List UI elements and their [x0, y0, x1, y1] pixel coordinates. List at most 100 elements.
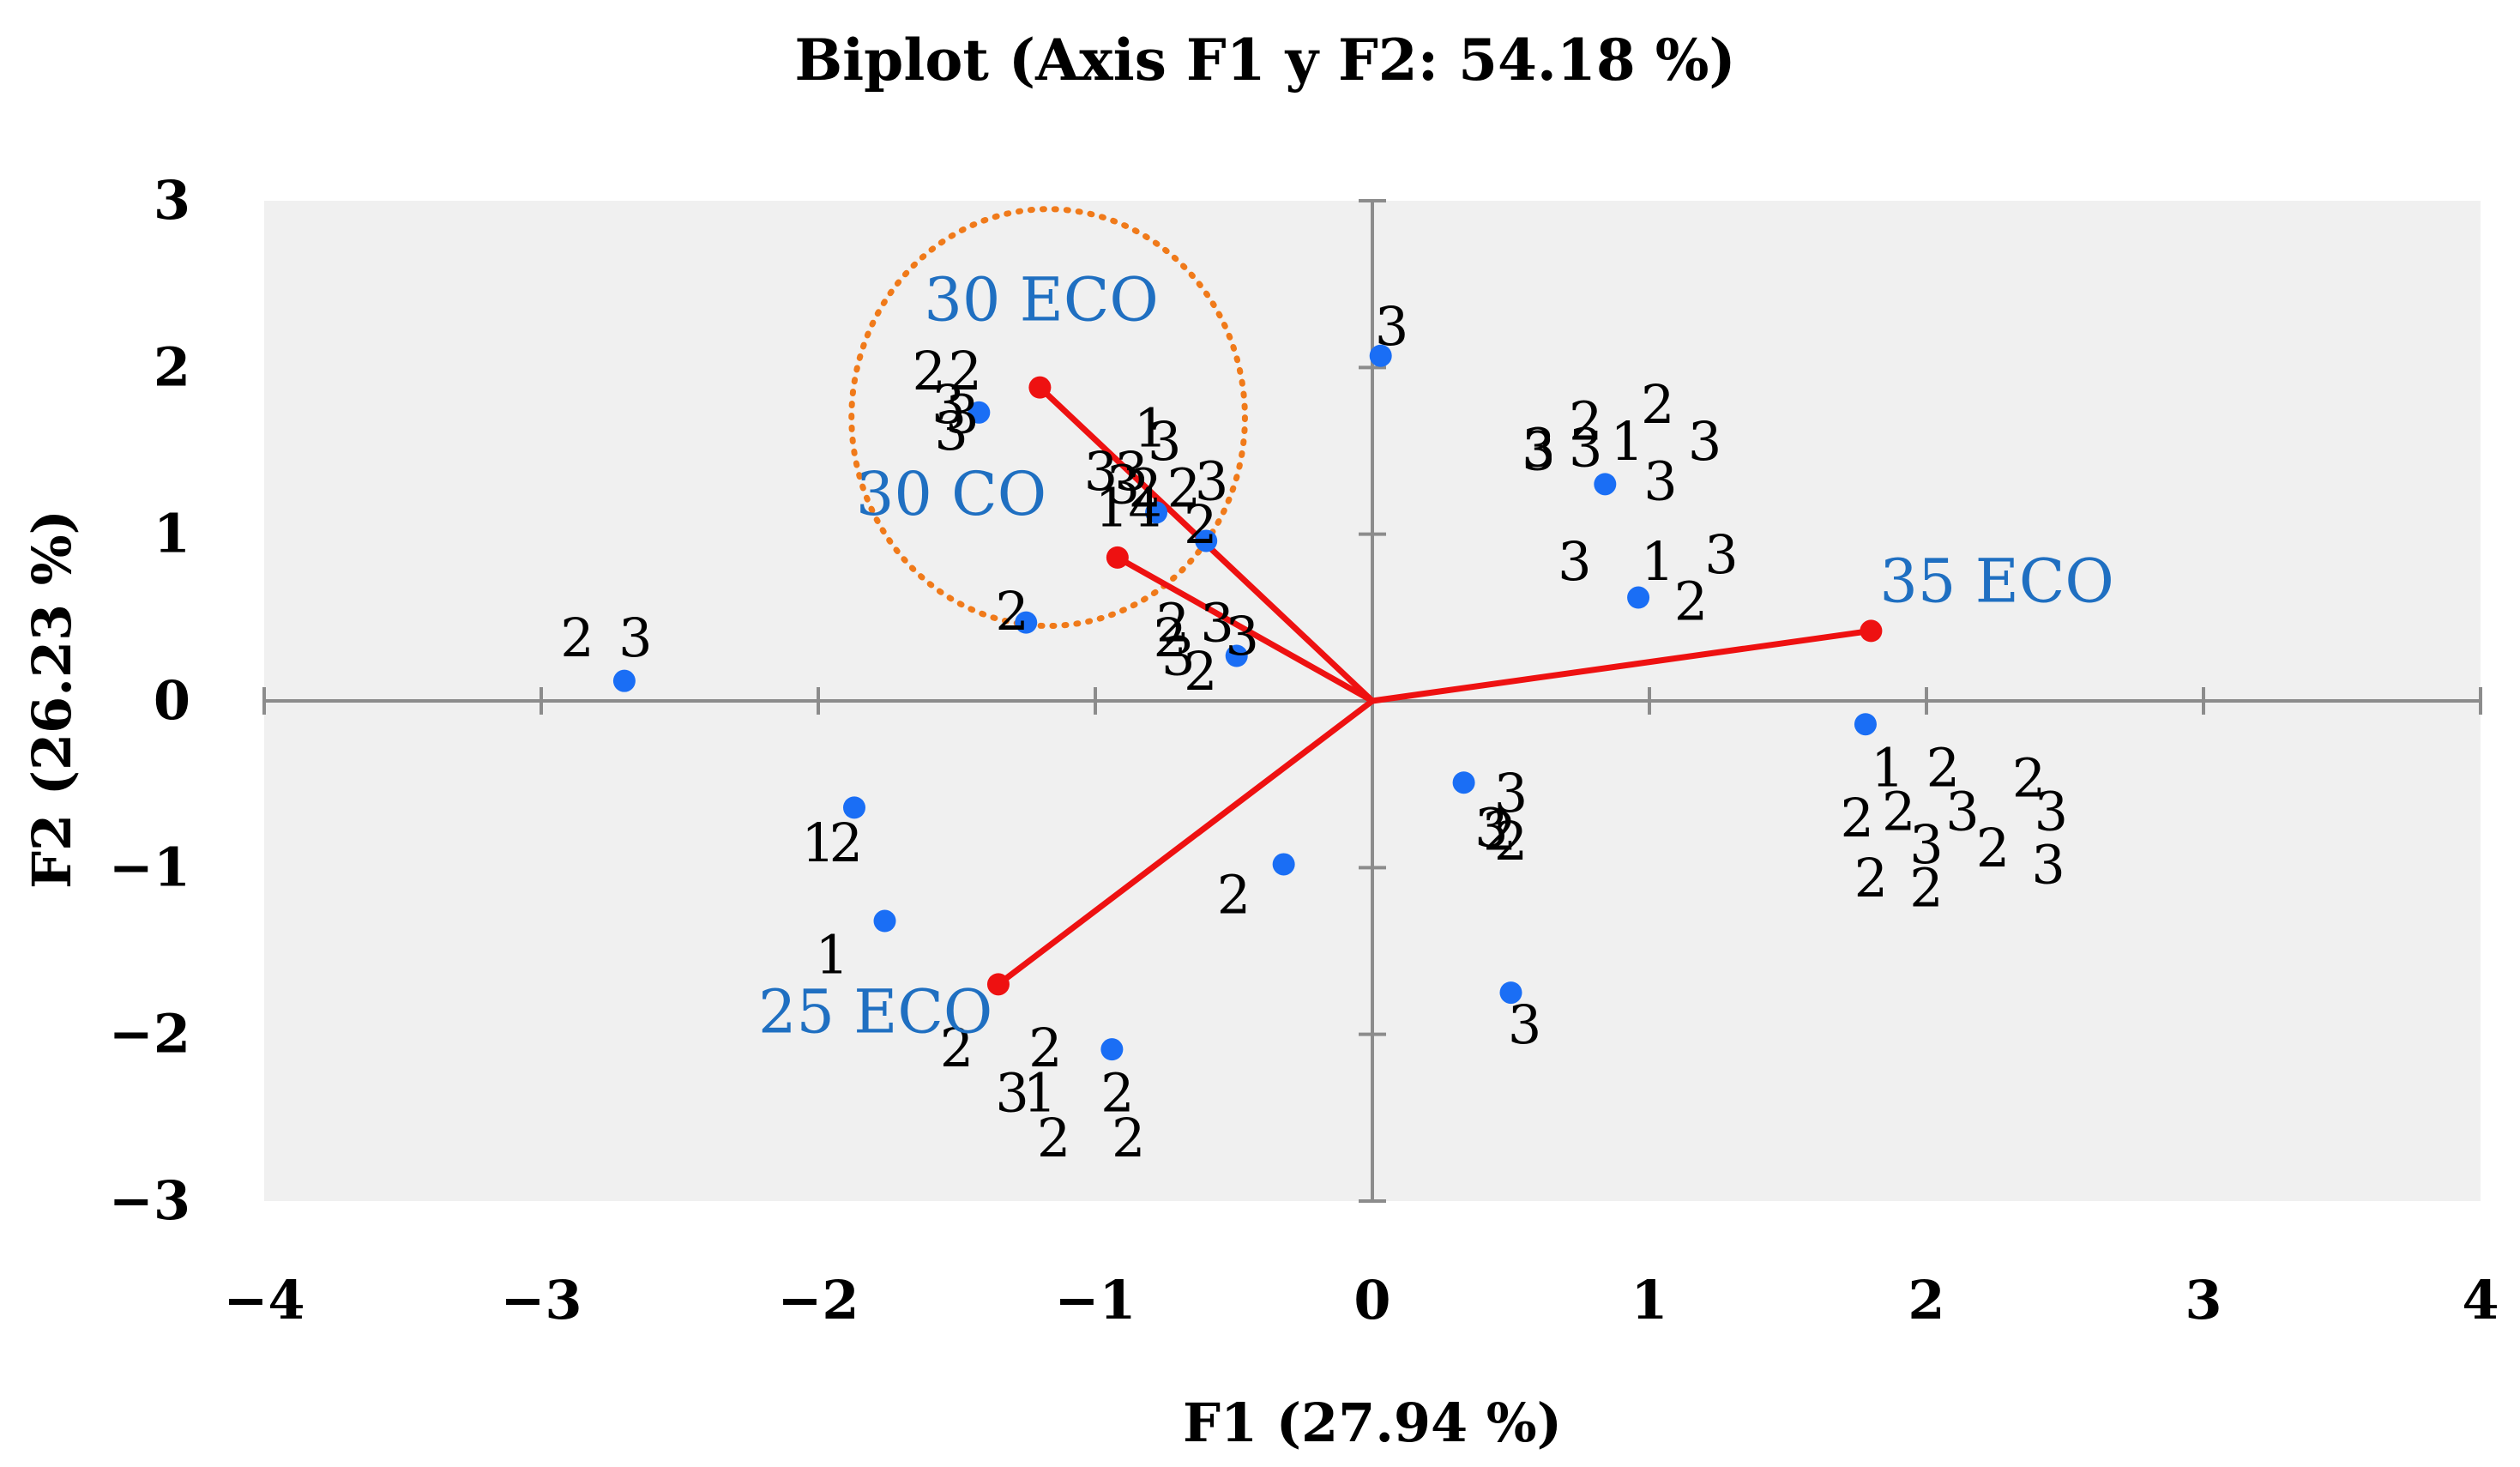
data-point — [1195, 529, 1218, 552]
y-tick-label: 1 — [154, 503, 190, 565]
data-point — [1627, 586, 1650, 609]
data-point — [612, 669, 636, 692]
data-point — [1015, 611, 1038, 634]
y-axis-label: F2 (26.23 %) — [21, 510, 83, 889]
observation-label: 2 — [1184, 493, 1217, 556]
observation-label: 1 — [1610, 410, 1643, 473]
observation-label: 2 — [1153, 607, 1186, 669]
observation-label: 3 — [1558, 530, 1591, 593]
observation-label: 1 — [801, 812, 835, 874]
observation-label: 1 — [1095, 477, 1129, 540]
observation-label: 3 — [1161, 625, 1195, 688]
data-point — [1594, 473, 1617, 496]
observation-label: 2 — [940, 1017, 974, 1079]
vector-endpoint — [1106, 546, 1129, 569]
observation-label: 2 — [560, 607, 594, 669]
observation-label: 3 — [1375, 295, 1408, 358]
observation-label: 3 — [1225, 605, 1258, 667]
vector-label: 35 ECO — [1879, 546, 2113, 616]
observation-label: 2 — [1641, 373, 1674, 436]
vector-line — [1116, 554, 1374, 704]
observation-label: 4 — [1128, 477, 1161, 540]
observation-label: 3 — [2031, 833, 2065, 896]
observation-label: 2 — [1100, 1062, 1134, 1125]
observation-label: 2 — [1569, 390, 1602, 453]
x-tick-label: −3 — [500, 1269, 582, 1331]
data-point — [1272, 853, 1295, 876]
observation-label: 2 — [1028, 1017, 1062, 1079]
observation-label: 2 — [1167, 456, 1201, 519]
observation-label: 2 — [1854, 847, 1888, 909]
observation-label: 2 — [1112, 1107, 1145, 1169]
observation-label: 3 — [934, 400, 968, 462]
data-point — [1225, 644, 1248, 667]
x-axis-label: F1 (27.94 %) — [1183, 1392, 1562, 1454]
y-tick-label: −3 — [109, 1169, 190, 1232]
observation-label: 3 — [1474, 797, 1508, 860]
x-tick-label: −4 — [223, 1269, 304, 1331]
observation-label: 2 — [1184, 640, 1217, 703]
observation-label: 3 — [1114, 440, 1148, 503]
vector-group — [986, 376, 1883, 996]
observation-label: 3 — [995, 1062, 1028, 1125]
x-tick-label: 1 — [1631, 1269, 1667, 1331]
observation-label: 3 — [1200, 592, 1233, 655]
observation-label: 2 — [1882, 780, 1915, 842]
observation-label: 3 — [1569, 417, 1602, 480]
observation-label: 2 — [1037, 1107, 1070, 1169]
observation-label: 3 — [1643, 450, 1677, 512]
data-point — [1854, 713, 1877, 736]
x-tick-label: 3 — [2185, 1269, 2222, 1331]
observation-label: 2 — [1674, 570, 1708, 632]
observation-label: 3 — [931, 373, 965, 436]
observation-label: 3 — [1494, 762, 1528, 824]
data-point — [1100, 1038, 1124, 1061]
y-tick-label: 2 — [154, 335, 190, 398]
observation-label: 3 — [1704, 523, 1738, 586]
observation-label: 3 — [2035, 780, 2068, 842]
point-group — [612, 344, 1877, 1061]
observation-label: 2 — [1483, 800, 1516, 863]
observation-label: 2 — [1217, 863, 1251, 926]
data-point — [1452, 771, 1475, 794]
observation-label: 3 — [1909, 813, 1943, 876]
y-tick-label: 0 — [154, 669, 190, 732]
observation-label: 2 — [1926, 737, 1960, 800]
observation-label: 3 — [1508, 993, 1541, 1056]
data-point — [842, 796, 865, 819]
data-point — [873, 909, 896, 933]
observation-label: 1 — [815, 923, 848, 986]
observation-label: 2 — [1841, 787, 1874, 849]
vector-endpoint — [1028, 376, 1052, 399]
observation-label: 3 — [1106, 453, 1140, 516]
observation-label: 2 — [995, 580, 1028, 643]
observation-label: 2 — [1494, 810, 1528, 872]
vector-endpoint — [986, 973, 1010, 996]
data-point — [1145, 501, 1168, 524]
vector-label: 30 ECO — [924, 265, 1158, 335]
observation-label: 2 — [1976, 817, 2010, 879]
observation-label: 3 — [1522, 420, 1555, 483]
observation-label: 1 — [1023, 1062, 1057, 1125]
observation-label: 2 — [912, 340, 945, 402]
vector-line — [1372, 627, 1872, 704]
x-tick-label: 4 — [2462, 1269, 2499, 1331]
vector-line — [996, 698, 1375, 987]
observation-label: 3 — [1522, 417, 1555, 480]
observation-label: 1 — [1641, 530, 1674, 593]
vector-labels: 30 ECO 30 CO 35 ECO 25 ECO — [758, 265, 2114, 1047]
observation-label: 3 — [618, 607, 652, 669]
data-point — [968, 401, 991, 424]
x-tick-label: 2 — [1908, 1269, 1944, 1331]
observation-label: 2 — [1156, 592, 1190, 655]
data-point — [1369, 344, 1392, 367]
x-tick-label: −2 — [777, 1269, 859, 1331]
observation-label: 2 — [2012, 746, 2046, 809]
chart-title: Biplot (Axis F1 y F2: 54.18 %) — [794, 27, 1735, 94]
observation-label: 1 — [1871, 737, 1904, 800]
x-tick-label: −1 — [1054, 1269, 1136, 1331]
vector-label: 25 ECO — [758, 976, 992, 1047]
observation-label: 3 — [1195, 450, 1228, 512]
